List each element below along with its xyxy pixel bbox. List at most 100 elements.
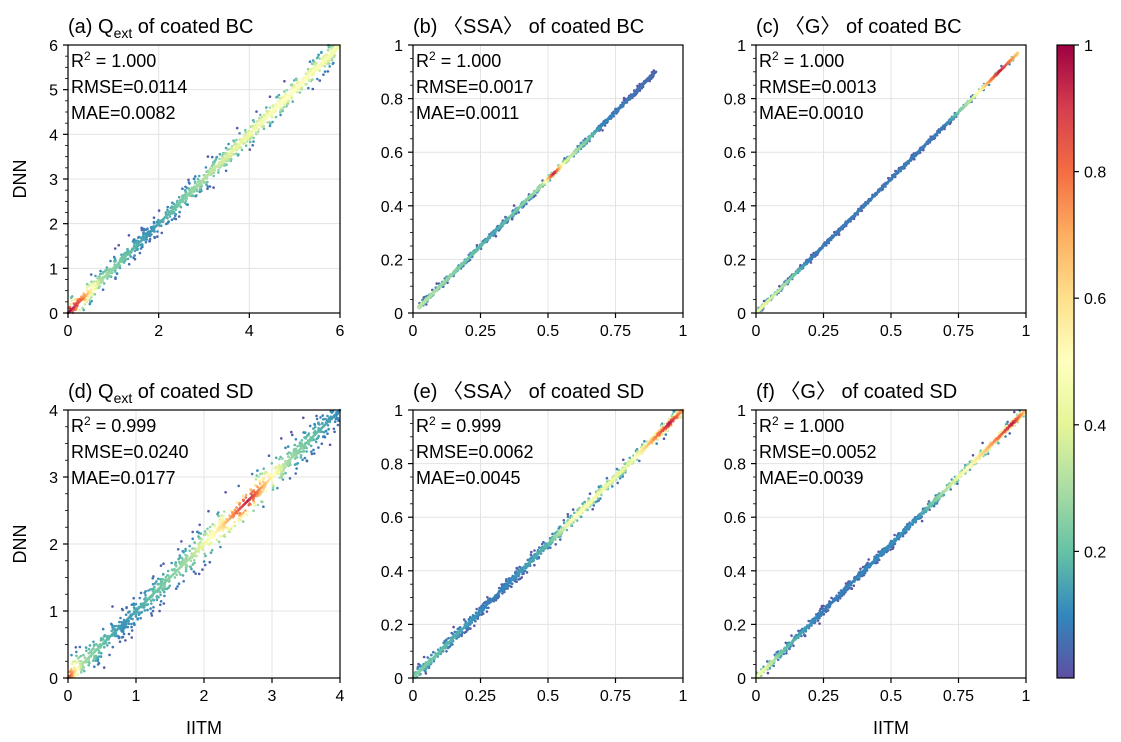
data-point [156, 577, 160, 581]
rmse-stat: RMSE=0.0013 [759, 77, 877, 97]
data-point [188, 565, 192, 568]
data-point [174, 213, 177, 216]
data-point [305, 72, 309, 76]
data-point [183, 201, 187, 204]
data-point [258, 482, 262, 486]
data-point [232, 152, 236, 156]
data-point [227, 142, 230, 146]
mae-stat: MAE=0.0011 [416, 103, 519, 123]
data-point [188, 182, 191, 185]
data-point [314, 440, 318, 444]
data-point [317, 53, 320, 57]
data-point [242, 514, 246, 517]
data-point [248, 148, 252, 151]
x-tick-label: 2 [200, 688, 209, 705]
data-point [108, 653, 111, 657]
data-point [78, 645, 82, 649]
y-tick-label: 0 [49, 671, 58, 688]
data-point [153, 235, 156, 239]
data-point [118, 620, 121, 624]
data-point [133, 254, 136, 257]
data-point [194, 572, 197, 575]
data-point [320, 51, 323, 54]
data-point [159, 593, 162, 597]
data-point [158, 224, 162, 227]
data-point [315, 414, 318, 418]
data-point [233, 520, 236, 524]
data-point [85, 286, 89, 289]
data-point [85, 649, 88, 652]
data-point [279, 113, 282, 117]
data-point [284, 471, 287, 475]
data-point [178, 210, 181, 214]
data-point [228, 528, 231, 532]
y-tick-label: 0.2 [724, 252, 746, 269]
data-point [127, 622, 131, 625]
data-point [151, 609, 155, 613]
data-point [139, 591, 143, 595]
data-point [233, 140, 236, 143]
data-point [170, 218, 174, 221]
data-point [253, 504, 257, 507]
data-point [298, 91, 302, 94]
data-point [198, 190, 202, 194]
mae-stat: MAE=0.0082 [71, 103, 176, 123]
data-point [293, 463, 297, 466]
data-point [212, 174, 215, 178]
data-point [238, 503, 241, 506]
data-point [311, 87, 315, 91]
panel-c: 0 0.25 0.5 0.75 100.20.40.60.81(c) 〈G〉 of co… [724, 16, 1031, 340]
data-point [281, 457, 284, 460]
data-point [176, 585, 179, 588]
data-point [191, 547, 194, 550]
data-point [219, 545, 222, 549]
y-tick-label: 1 [49, 604, 58, 621]
y-tick-label: 0.8 [381, 92, 403, 109]
data-point [325, 53, 329, 56]
data-point [235, 138, 238, 142]
data-point [162, 562, 165, 565]
data-point [291, 433, 294, 437]
data-point [204, 563, 207, 567]
data-point [271, 483, 275, 486]
data-point [101, 288, 105, 292]
scatter-points [66, 43, 342, 315]
data-point [320, 442, 324, 446]
data-point [280, 437, 283, 440]
data-point [305, 450, 308, 453]
data-point [191, 562, 195, 566]
data-point [299, 454, 303, 457]
data-point [75, 661, 78, 664]
data-point [106, 644, 109, 647]
data-point [264, 489, 268, 493]
data-point [315, 56, 319, 60]
x-tick-label: 1 [1022, 323, 1031, 340]
data-point [75, 306, 78, 310]
y-tick-label: 0.4 [381, 199, 403, 216]
data-point [200, 537, 203, 541]
data-point [114, 259, 117, 263]
data-point [114, 269, 117, 272]
data-point [210, 540, 213, 544]
data-point [177, 215, 181, 218]
data-point [215, 538, 219, 542]
data-point [310, 450, 313, 454]
data-point [149, 607, 152, 610]
data-point [83, 656, 87, 659]
data-point [142, 229, 146, 232]
data-point [83, 300, 87, 304]
data-point [88, 644, 92, 647]
data-point [603, 124, 607, 127]
data-point [237, 484, 240, 488]
data-point [224, 491, 227, 494]
data-point [271, 120, 274, 124]
data-point [199, 532, 202, 535]
data-point [307, 433, 310, 437]
data-point [238, 514, 241, 517]
data-point [71, 310, 74, 314]
r2-stat: R2 = 1.000 [71, 49, 156, 71]
data-point [160, 231, 164, 235]
data-point [97, 661, 101, 665]
